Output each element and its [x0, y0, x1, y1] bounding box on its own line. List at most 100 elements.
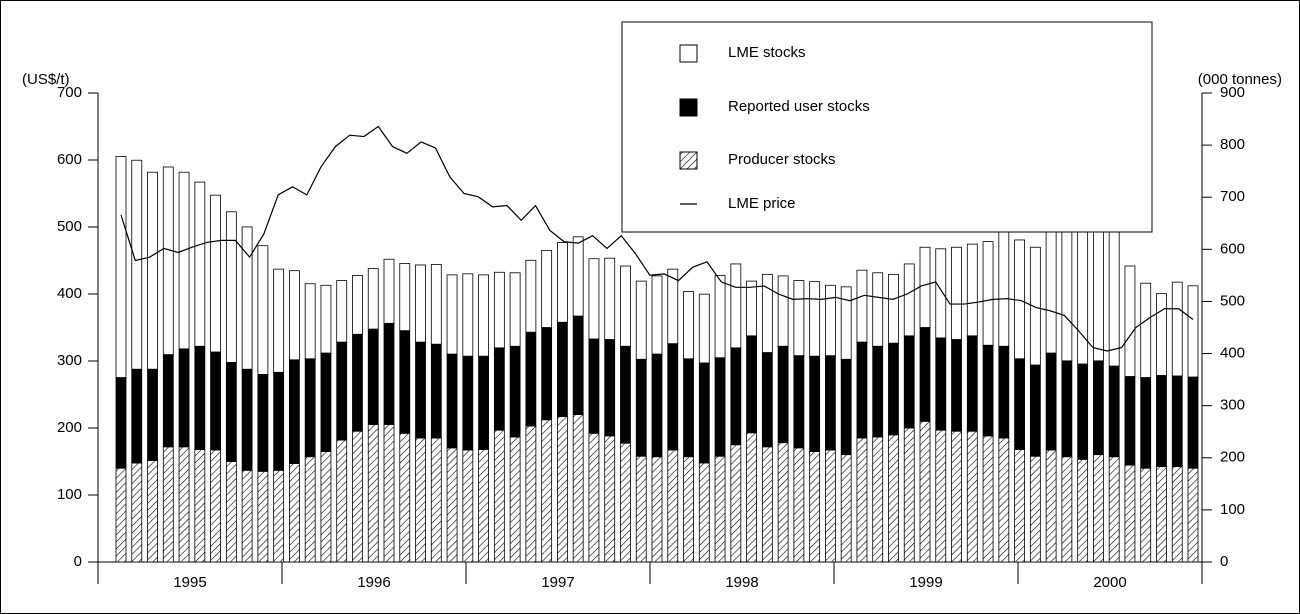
- bar-segment: [415, 437, 426, 563]
- bar-segment: [1108, 365, 1120, 458]
- bar-segment: [840, 358, 852, 456]
- x-tick-label: 1996: [357, 574, 390, 591]
- legend-swatch: [679, 44, 698, 63]
- bar-segment: [872, 272, 884, 347]
- bar-segment: [178, 171, 190, 350]
- bar-segment: [651, 456, 663, 563]
- bar-segment: [667, 343, 679, 451]
- bar-segment: [777, 345, 789, 444]
- bar-segment: [115, 467, 127, 563]
- bar-segment: [683, 358, 694, 458]
- y2-tick-label: 900: [1220, 84, 1245, 101]
- bar-segment: [730, 444, 742, 563]
- bar-segment: [541, 419, 553, 563]
- bar-segment: [541, 327, 553, 421]
- bar-segment: [620, 265, 631, 347]
- bar-segment: [525, 425, 537, 563]
- bar-segment: [809, 281, 821, 357]
- bar-segment: [856, 341, 868, 439]
- bar-segment: [304, 283, 316, 360]
- bar-segment: [383, 322, 395, 425]
- bar-segment: [1187, 285, 1199, 378]
- bar-segment: [1045, 449, 1057, 563]
- bar-segment: [982, 344, 994, 437]
- bar-segment: [604, 257, 616, 340]
- bar-segment: [1045, 352, 1057, 451]
- bar-segment: [1171, 466, 1183, 563]
- bar-segment: [289, 359, 300, 464]
- bar-segment: [320, 284, 332, 354]
- bar-segment: [840, 454, 852, 563]
- bar-segment: [919, 420, 931, 563]
- bar-segment: [635, 358, 647, 457]
- bar-segment: [1093, 454, 1104, 563]
- bar-segment: [698, 462, 710, 563]
- bar-segment: [651, 275, 663, 355]
- bar-segment: [588, 432, 600, 563]
- bar-segment: [273, 371, 285, 471]
- bar-segment: [320, 451, 332, 563]
- bar-segment: [777, 275, 789, 347]
- bar-segment: [241, 226, 253, 370]
- legend-swatch: [679, 98, 698, 117]
- bar-segment: [809, 355, 821, 452]
- bar-segment: [746, 335, 757, 434]
- bar-segment: [257, 373, 269, 472]
- bar-segment: [951, 430, 962, 563]
- bar-segment: [446, 447, 458, 563]
- bar-segment: [620, 442, 631, 563]
- bar-segment: [430, 343, 442, 439]
- bar-segment: [588, 258, 600, 340]
- bar-segment: [635, 280, 647, 360]
- bar-segment: [966, 430, 978, 563]
- bar-segment: [620, 345, 631, 444]
- y-tick-label: 200: [57, 419, 82, 436]
- bar-segment: [698, 362, 710, 464]
- y-tick-label: 100: [57, 486, 82, 503]
- bar-segment: [525, 331, 537, 427]
- legend-box: [621, 21, 1153, 233]
- bar-segment: [966, 243, 978, 337]
- bar-segment: [919, 327, 931, 422]
- legend-label: LME price: [728, 195, 796, 212]
- bar-segment: [683, 456, 694, 563]
- bar-segment: [604, 339, 616, 437]
- bar-segment: [903, 335, 915, 429]
- bar-segment: [872, 345, 884, 438]
- bar-segment: [714, 274, 726, 359]
- y-tick-label: 600: [57, 151, 82, 168]
- bar-segment: [872, 436, 884, 563]
- bar-segment: [588, 338, 600, 434]
- bar-segment: [352, 274, 363, 335]
- bar-segment: [777, 442, 789, 563]
- bar-segment: [304, 456, 316, 563]
- bar-segment: [1045, 224, 1057, 354]
- y-tick-label: 0: [74, 553, 82, 570]
- bar-segment: [115, 156, 127, 378]
- bar-segment: [714, 357, 726, 457]
- bar-segment: [998, 231, 1010, 347]
- bar-segment: [1077, 230, 1089, 365]
- x-tick-label: 1998: [725, 574, 758, 591]
- bar-segment: [320, 352, 332, 452]
- bar-segment: [572, 414, 584, 563]
- bar-segment: [888, 273, 899, 344]
- bar-segment: [525, 259, 537, 333]
- bar-segment: [966, 335, 978, 432]
- bar-segment: [273, 469, 285, 563]
- bar-segment: [162, 446, 174, 563]
- bar-segment: [462, 273, 474, 357]
- bar-segment: [635, 455, 647, 563]
- bar-segment: [1108, 231, 1120, 367]
- bar-segment: [557, 416, 568, 563]
- x-tick-label: 1995: [173, 574, 206, 591]
- legend-label: LME stocks: [728, 44, 806, 61]
- bar-segment: [178, 446, 190, 563]
- bar-segment: [478, 355, 489, 450]
- bar-segment: [131, 368, 143, 464]
- bar-segment: [1061, 456, 1073, 563]
- bar-segment: [1108, 456, 1120, 563]
- bar-segment: [210, 449, 221, 563]
- bar-segment: [415, 264, 426, 343]
